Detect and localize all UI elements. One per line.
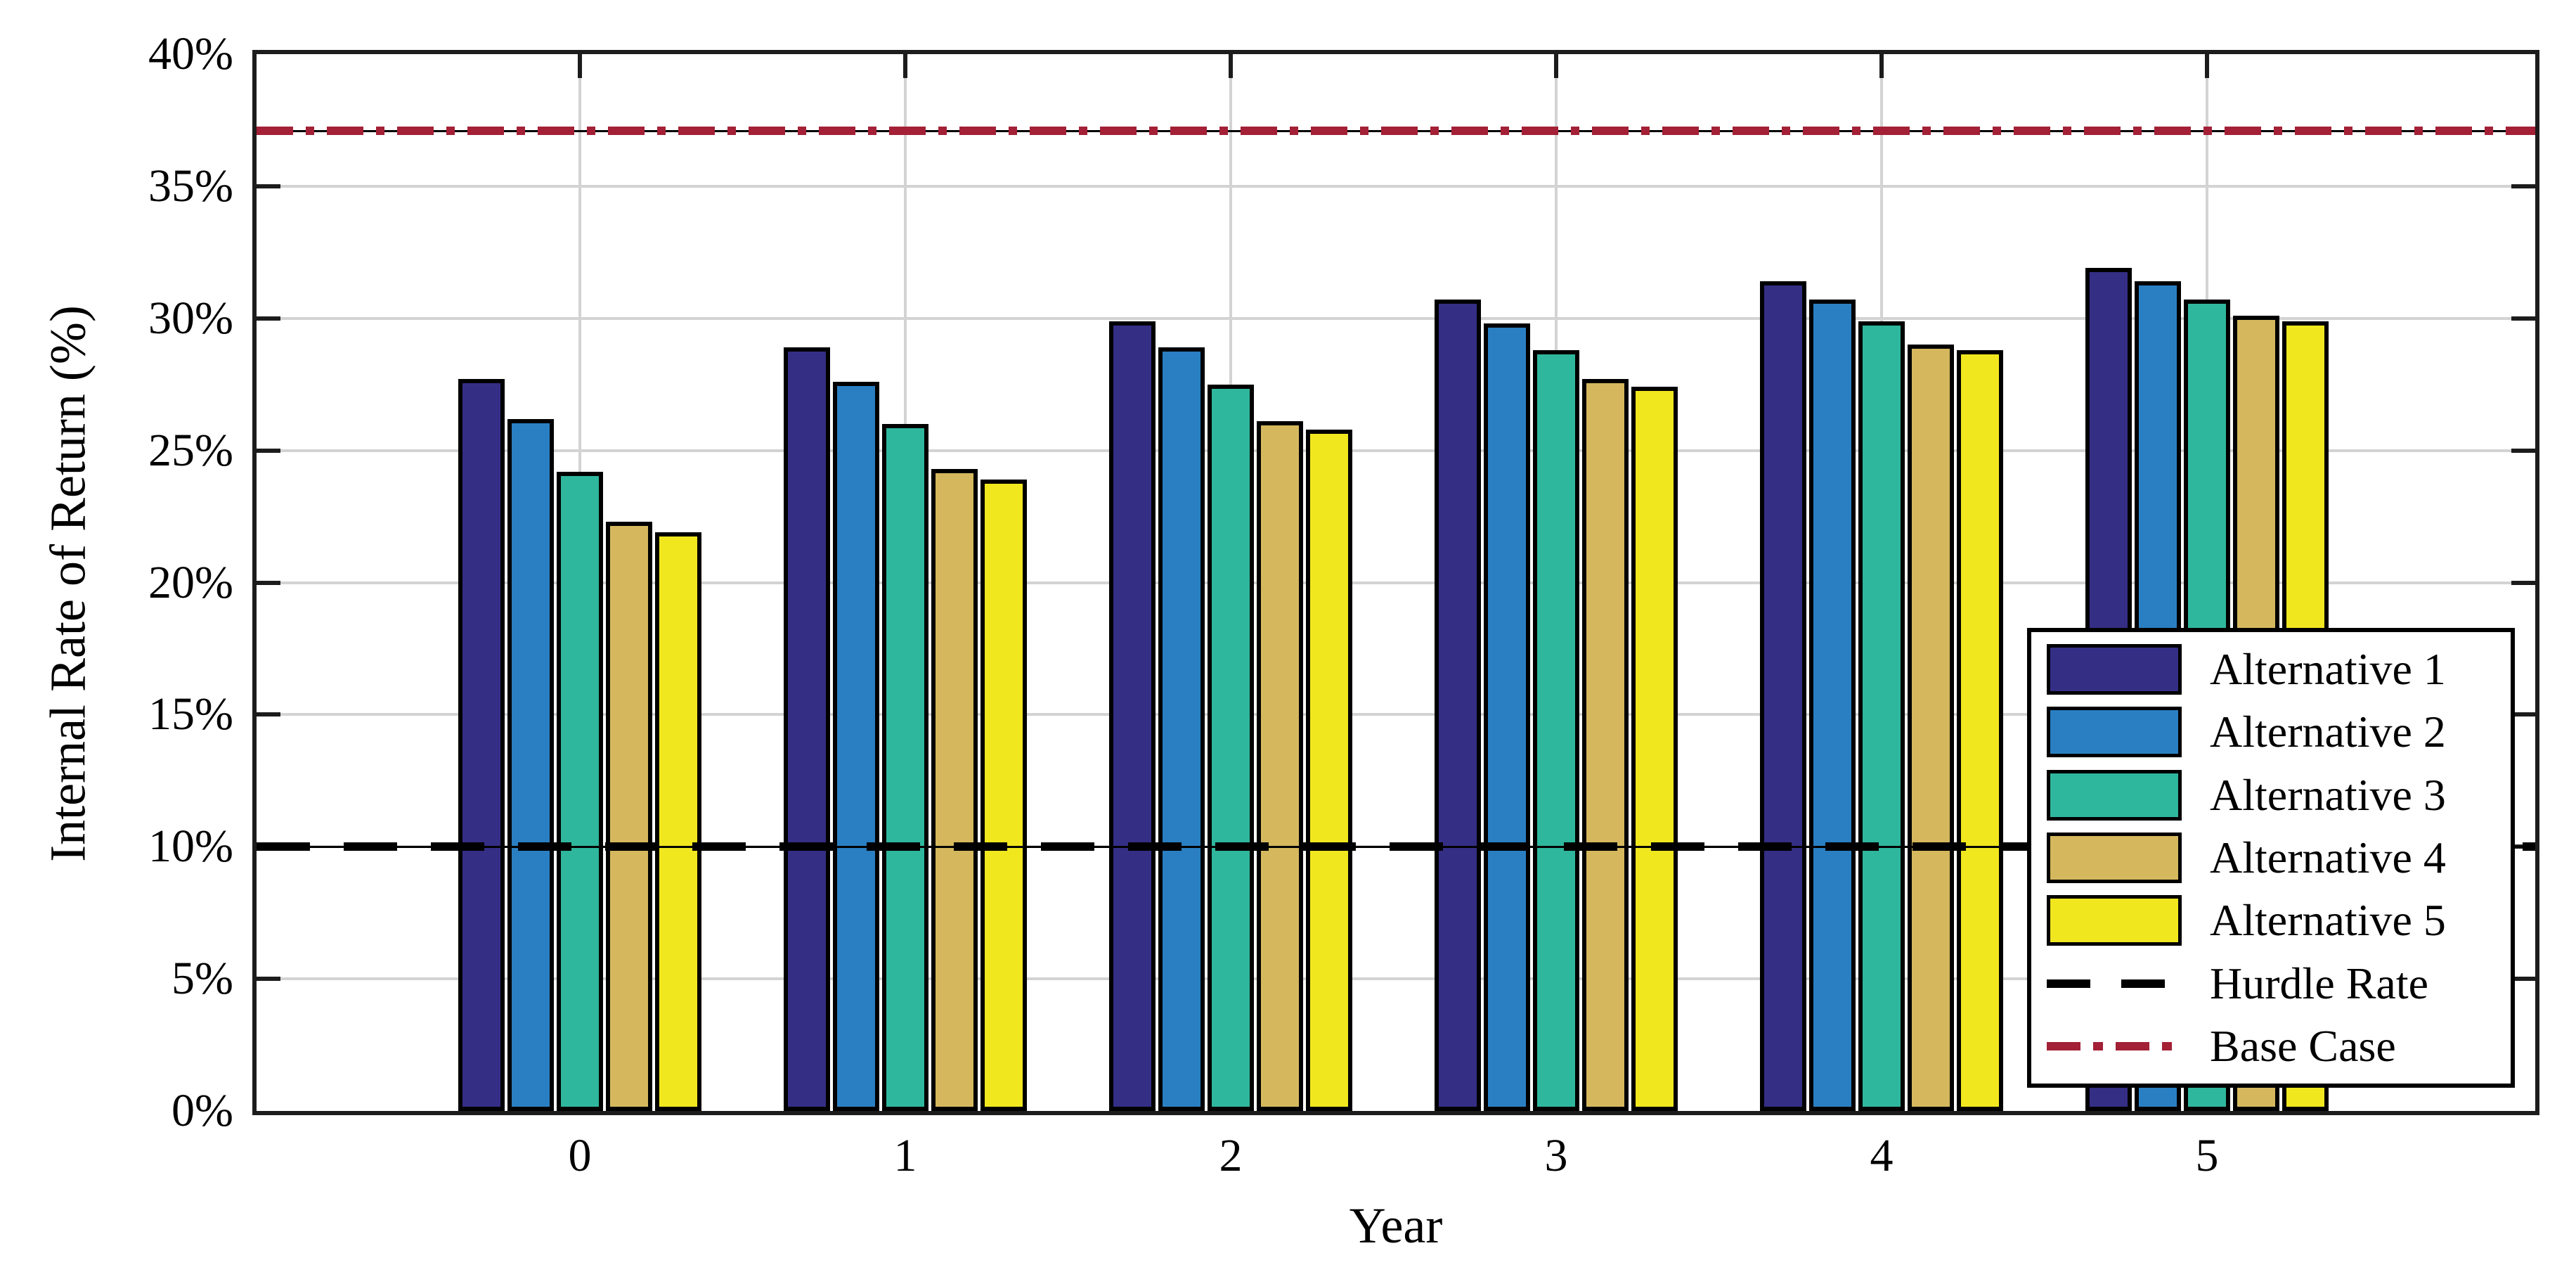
x-tick-mark-top xyxy=(2205,54,2209,78)
y-tick-mark-right xyxy=(2511,184,2535,188)
x-tick-mark-top xyxy=(1229,54,1233,78)
x-tick-label-5: 5 xyxy=(2195,1130,2219,1181)
y-tick-mark-left xyxy=(257,316,280,321)
y-tick-label-20: 20% xyxy=(148,556,233,608)
bar-alternative-1-year-0 xyxy=(458,379,505,1111)
y-tick-mark-left xyxy=(257,448,280,453)
bar-alternative-3-year-2 xyxy=(1208,385,1254,1111)
x-axis-title: Year xyxy=(1349,1197,1443,1254)
reference-line-dashes xyxy=(257,126,2535,135)
y-tick-label-40: 40% xyxy=(148,28,233,79)
y-tick-mark-right xyxy=(2511,580,2535,585)
legend-entry-alternative-5: Alternative 5 xyxy=(2031,892,2511,949)
bar-alternative-2-year-2 xyxy=(1158,347,1205,1111)
base-case-line xyxy=(257,126,2535,135)
horizontal-gridline xyxy=(257,449,2535,452)
y-tick-mark-left xyxy=(257,184,280,188)
legend-swatch-alternative-1 xyxy=(2047,643,2182,695)
legend-entry-alternative-4: Alternative 4 xyxy=(2031,829,2511,887)
bar-alternative-5-year-1 xyxy=(980,480,1027,1111)
bar-alternative-3-year-0 xyxy=(557,472,603,1111)
bar-alternative-3-year-4 xyxy=(1858,321,1905,1111)
legend-swatch-alternative-3 xyxy=(2047,769,2182,821)
bar-alternative-1-year-1 xyxy=(784,347,830,1111)
bar-alternative-2-year-3 xyxy=(1484,323,1530,1111)
bar-alternative-4-year-1 xyxy=(931,469,978,1111)
bar-alternative-1-year-2 xyxy=(1109,321,1156,1111)
y-tick-mark-left xyxy=(257,712,280,717)
reference-line-dashes xyxy=(257,842,2535,851)
bar-alternative-3-year-3 xyxy=(1533,350,1579,1111)
x-tick-label-2: 2 xyxy=(1219,1130,1243,1181)
horizontal-gridline xyxy=(257,977,2535,981)
bar-alternative-4-year-3 xyxy=(1582,379,1629,1111)
y-tick-label-10: 10% xyxy=(148,821,233,873)
y-tick-mark-right xyxy=(2511,448,2535,453)
legend-label: Alternative 4 xyxy=(2210,832,2446,882)
bar-alternative-5-year-4 xyxy=(1957,350,2003,1111)
bar-alternative-3-year-1 xyxy=(882,424,928,1111)
legend-entry-base-case: Base Case xyxy=(2031,1017,2511,1075)
bar-alternative-2-year-0 xyxy=(507,419,554,1111)
x-tick-mark-top xyxy=(578,54,582,78)
y-tick-label-35: 35% xyxy=(148,160,233,212)
bar-alternative-5-year-3 xyxy=(1631,387,1678,1111)
horizontal-gridline xyxy=(257,316,2535,320)
y-tick-mark-right xyxy=(2511,977,2535,982)
y-tick-label-15: 15% xyxy=(148,688,233,740)
legend-swatch-alternative-4 xyxy=(2047,832,2182,883)
x-tick-label-0: 0 xyxy=(568,1130,592,1181)
horizontal-gridline xyxy=(257,184,2535,188)
x-tick-label-3: 3 xyxy=(1544,1130,1568,1181)
x-tick-label-4: 4 xyxy=(1870,1130,1894,1181)
horizontal-gridline xyxy=(257,713,2535,716)
hurdle-rate-line xyxy=(257,842,2535,851)
legend-entry-alternative-3: Alternative 3 xyxy=(2031,766,2511,824)
y-tick-mark-right xyxy=(2511,712,2535,717)
bar-alternative-5-year-2 xyxy=(1306,430,1352,1111)
legend-entry-alternative-1: Alternative 1 xyxy=(2031,641,2511,698)
legend: Alternative 1 Alternative 2 Alternative 3 A… xyxy=(2027,628,2515,1088)
y-tick-label-5: 5% xyxy=(171,953,233,1005)
bar-alternative-2-year-4 xyxy=(1809,300,1856,1111)
y-tick-label-25: 25% xyxy=(148,424,233,476)
bar-alternative-2-year-1 xyxy=(833,382,879,1111)
x-tick-label-1: 1 xyxy=(893,1130,917,1181)
horizontal-gridline xyxy=(257,581,2535,584)
bar-alternative-1-year-4 xyxy=(1760,281,1806,1111)
bar-alternative-4-year-0 xyxy=(606,522,652,1111)
bar-alternative-1-year-3 xyxy=(1435,300,1481,1111)
y-tick-label-30: 30% xyxy=(148,292,233,344)
legend-entry-alternative-2: Alternative 2 xyxy=(2031,703,2511,761)
bar-alternative-5-year-0 xyxy=(655,532,701,1111)
legend-label: Alternative 5 xyxy=(2210,895,2446,946)
y-tick-mark-right xyxy=(2511,316,2535,321)
x-tick-mark-top xyxy=(1554,54,1558,78)
bar-alternative-4-year-2 xyxy=(1257,421,1303,1111)
legend-swatch-alternative-2 xyxy=(2047,707,2182,758)
y-tick-mark-left xyxy=(257,977,280,982)
y-tick-mark-left xyxy=(257,580,280,585)
base-case-line-sample xyxy=(2047,1042,2182,1051)
legend-entry-hurdle-rate: Hurdle Rate xyxy=(2031,955,2511,1013)
bar-alternative-4-year-4 xyxy=(1908,345,1954,1111)
legend-label: Alternative 3 xyxy=(2210,769,2446,820)
legend-swatch-alternative-5 xyxy=(2047,895,2182,946)
y-tick-label-0: 0% xyxy=(171,1085,233,1136)
legend-label: Alternative 2 xyxy=(2210,707,2446,757)
hurdle-rate-line-sample xyxy=(2047,979,2182,988)
plot-area: Alternative 1 Alternative 2 Alternative 3 A… xyxy=(252,50,2539,1115)
legend-label: Base Case xyxy=(2210,1021,2396,1072)
x-tick-mark-top xyxy=(1879,54,1884,78)
x-tick-mark-top xyxy=(903,54,907,78)
legend-label: Hurdle Rate xyxy=(2210,958,2428,1008)
legend-label: Alternative 1 xyxy=(2210,643,2446,694)
